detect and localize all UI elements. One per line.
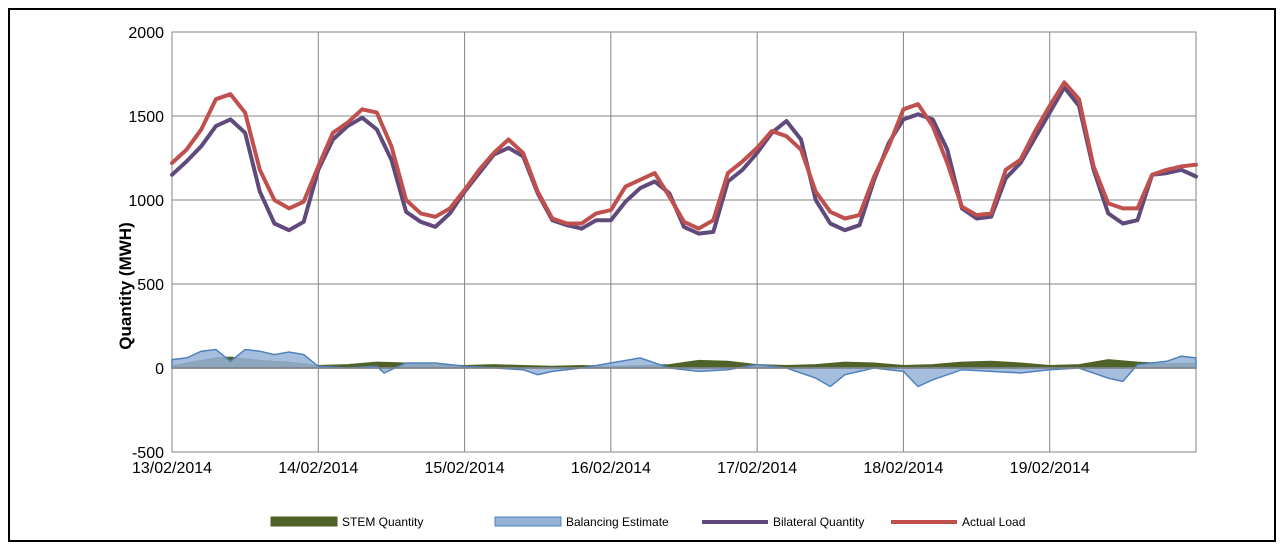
legend-label-bilateral-quantity: Bilateral Quantity (773, 515, 864, 529)
y-tick-label: -500 (132, 445, 164, 462)
legend-swatch-stem-quantity (270, 516, 338, 527)
y-tick-label: 1000 (128, 193, 164, 210)
x-tick-label: 18/02/2014 (863, 460, 943, 477)
y-tick-label: 1500 (128, 109, 164, 126)
x-tick-label: 19/02/2014 (1010, 460, 1090, 477)
legend-label-stem-quantity: STEM Quantity (342, 515, 423, 529)
x-tick-label: 15/02/2014 (425, 460, 505, 477)
x-tick-label: 17/02/2014 (717, 460, 797, 477)
x-tick-label: 14/02/2014 (278, 460, 358, 477)
grid (171, 31, 1197, 453)
actual-load-line (170, 80, 1198, 231)
y-tick-label: 0 (155, 361, 164, 378)
bilateral-quantity-line (170, 85, 1198, 236)
plot-area-border (171, 31, 1197, 453)
legend-label-balancing-estimate: Balancing Estimate (566, 515, 669, 529)
legend-swatch-balancing-estimate (494, 516, 562, 527)
legend-label-actual-load: Actual Load (962, 515, 1025, 529)
x-tick-label: 13/02/2014 (132, 460, 212, 477)
legend: STEM Quantity Balancing Estimate Bilateral… (270, 515, 1025, 529)
x-tick-label: 16/02/2014 (571, 460, 651, 477)
line-series (170, 80, 1198, 236)
y-axis-label: Quantity (MWH) (116, 222, 135, 349)
y-tick-label: 500 (137, 277, 164, 294)
y-tick-label: 2000 (128, 25, 164, 42)
